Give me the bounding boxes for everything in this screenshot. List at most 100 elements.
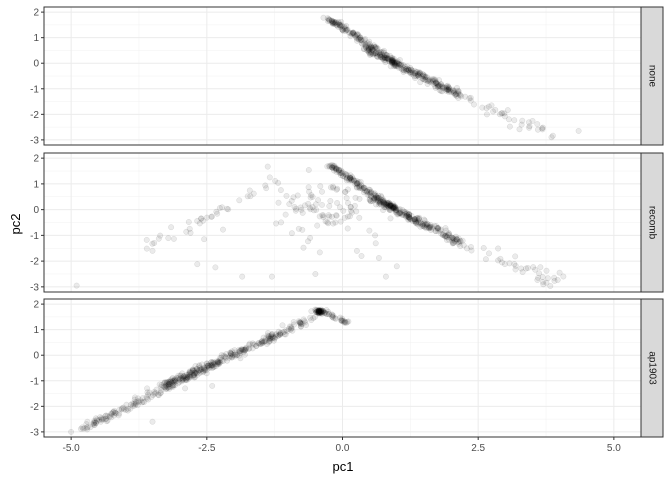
data-point [368,50,375,57]
data-point [204,362,211,369]
data-point [182,385,189,392]
data-point [372,49,379,56]
data-point [322,218,329,225]
data-point [371,50,378,57]
data-point [324,219,331,226]
data-point [275,199,282,206]
data-point [501,113,508,120]
data-point [209,363,215,370]
data-point [401,67,407,74]
data-point [384,52,391,59]
data-point [246,187,253,194]
data-point [455,89,462,96]
data-point [420,222,427,229]
data-point [444,82,451,89]
data-point [373,195,380,202]
data-point [410,71,417,78]
data-point [348,31,355,37]
data-point [371,42,377,49]
data-point [393,61,400,68]
data-point [490,108,497,115]
data-point [385,199,392,206]
data-point [412,215,419,222]
data-point [356,184,363,191]
data-point [455,95,462,101]
data-point [338,170,345,177]
data-point [368,49,375,55]
data-point [220,357,227,364]
y-tick-label: -1 [30,231,39,242]
data-point [416,71,423,78]
data-point [416,70,422,77]
data-point [385,56,392,63]
data-point [350,175,356,182]
data-point [370,195,377,202]
data-point [381,201,388,207]
data-point [385,201,392,208]
data-point [132,400,139,406]
data-point [342,26,349,33]
data-point [390,205,397,212]
data-point [218,352,225,359]
data-point [392,203,399,210]
data-point [450,235,457,242]
data-point [94,417,101,424]
data-point [454,236,460,243]
data-point [375,255,382,261]
data-point [326,16,333,23]
data-point [332,165,339,172]
data-point [360,184,367,191]
data-point [404,213,411,220]
data-point [143,236,150,243]
data-point [445,84,452,91]
data-point [351,31,357,38]
data-point [397,210,404,216]
data-point [421,221,428,228]
data-point [184,374,191,381]
data-point [377,52,384,59]
data-point [315,197,322,204]
data-point [186,369,193,376]
data-point [224,205,230,212]
data-point [445,88,452,95]
data-point [524,265,531,271]
data-point [459,237,466,244]
data-point [397,210,404,217]
data-point [173,378,179,385]
x-tick-label: 0.0 [336,443,350,454]
data-point [333,22,340,29]
data-point [412,70,419,77]
data-point [357,36,364,43]
data-point [357,178,364,185]
data-point [417,219,424,226]
data-point [425,76,432,83]
data-point [384,54,390,61]
data-point [238,347,245,354]
data-point [337,218,344,225]
data-point [163,386,169,393]
data-point [198,368,205,375]
data-point [378,201,384,208]
data-point [347,174,354,181]
data-point [151,390,158,397]
data-point [381,203,388,210]
data-point [427,223,434,230]
strip-label: none [647,65,658,88]
data-point [362,42,369,49]
data-point [240,349,247,356]
data-point [366,190,373,197]
data-point [355,179,362,186]
data-point [183,228,190,235]
data-point [449,240,456,247]
data-point [346,176,353,183]
data-point [210,362,217,369]
data-point [92,415,99,422]
data-point [108,410,115,417]
data-point [346,177,353,184]
data-point [439,88,446,95]
data-point [329,162,336,168]
data-point [375,198,382,205]
data-point [429,224,436,230]
data-point [409,69,416,76]
data-point [387,201,394,208]
